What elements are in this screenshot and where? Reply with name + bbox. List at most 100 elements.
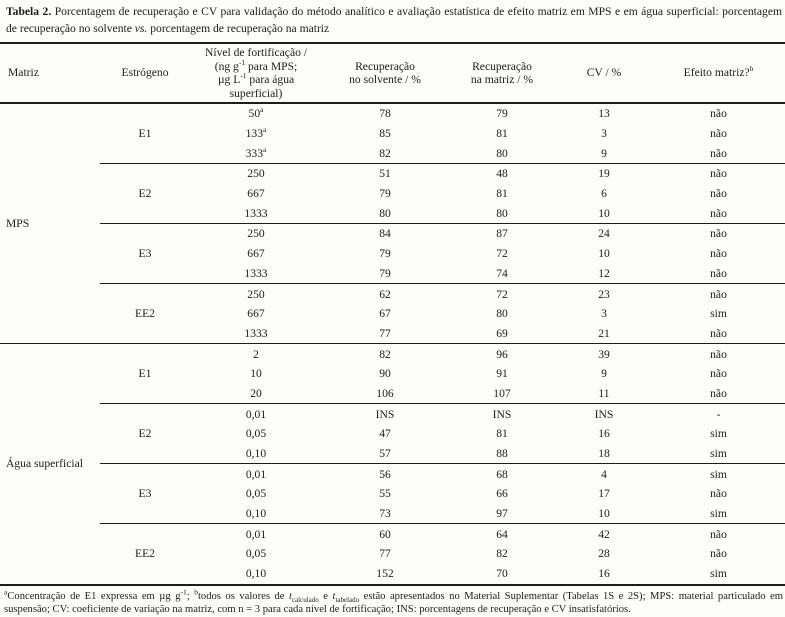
table-caption: Tabela 2. Porcentagem de recuperação e C… (0, 3, 785, 37)
cell-fortification-level: 0,05 (245, 487, 267, 501)
cell-matrix-effect: não (710, 187, 727, 201)
cell-recovery-solvent: 85 (379, 127, 391, 141)
cell-matrix-effect: não (652, 223, 785, 244)
table-row: 0,05 55 66 17 não (0, 484, 785, 504)
cell-matrix-effect: sim (710, 507, 727, 521)
cell-recovery-matrix: 88 (496, 447, 508, 461)
estrogen-label: EE2 (100, 283, 190, 344)
cell-matrix-effect: sim (710, 427, 727, 441)
cell-cv: 16 (598, 427, 610, 441)
cell-recovery-matrix: 48 (448, 163, 556, 184)
table-row: 1333 79 74 12 não (0, 264, 785, 284)
footnote-t-calculated: t (288, 590, 292, 602)
cell-fortification-level: 10 (250, 367, 262, 381)
table-row: 667 79 81 6 não (0, 184, 785, 204)
table-row: MPS E1 50a 78 79 13 não (0, 103, 785, 230)
cell-recovery-matrix: 81 (496, 427, 508, 441)
cell-fortification-level: 667 (247, 247, 265, 261)
cell-recovery-solvent: 82 (379, 146, 391, 160)
cell-recovery-solvent: 60 (322, 523, 448, 545)
cell-recovery-matrix: 79 (496, 107, 508, 121)
cell-matrix-effect: não (710, 326, 727, 340)
cell-matrix-effect: não (652, 343, 785, 364)
cell-recovery-matrix: 72 (496, 247, 508, 261)
cell-fortification-level: 1333 (244, 206, 268, 220)
table-row: Água superficial E1 2 82 96 39 não (0, 343, 785, 585)
cell-cv: 10 (598, 507, 610, 521)
cell-recovery-solvent: 106 (376, 386, 394, 400)
cell-recovery-solvent: 47 (379, 427, 391, 441)
cell-recovery-solvent: 152 (376, 567, 394, 581)
col-header-fortification-level: Nível de fortificação / (ng g-1 para MPS;… (190, 43, 322, 104)
level-header-line3-sup: -1 (240, 71, 247, 81)
caption-text-after-vs: porcentagem de recuperação na matriz (147, 22, 330, 35)
cell-fortification-level: 667 (247, 187, 265, 201)
col-header-recovery-solvent: Recuperação no solvente / % (322, 43, 448, 104)
cell-recovery-solvent: 73 (379, 507, 391, 521)
cell-recovery-solvent: 56 (322, 463, 448, 485)
cell-recovery-solvent: 79 (379, 266, 391, 280)
cell-recovery-solvent: 55 (379, 487, 391, 501)
footnote-t-tabulated: t (332, 590, 336, 602)
table-row: E2 250 51 48 19 não (0, 163, 785, 224)
cell-matrix-effect: sim (710, 447, 727, 461)
table-row: E3 0,01 56 68 4 sim (0, 463, 785, 524)
level-header-line2: (ng g (214, 59, 239, 73)
cell-cv: 42 (556, 523, 652, 545)
cell-cv: 28 (598, 547, 610, 561)
table-row: E3 250 84 87 24 não (0, 223, 785, 284)
table-row: 667 67 80 3 sim (0, 304, 785, 324)
cell-cv: 21 (598, 326, 610, 340)
cell-matrix-effect: não (710, 247, 727, 261)
cell-fortification-level: 133a (245, 125, 267, 141)
cell-matrix-effect: não (710, 367, 727, 381)
cell-fortification-level: 250 (190, 283, 322, 304)
table-row: 0,10 73 97 10 sim (0, 504, 785, 524)
cell-cv: 10 (598, 206, 610, 220)
estrogen-label: EE2 (100, 523, 190, 585)
cell-recovery-matrix: 87 (448, 223, 556, 244)
table-row: 667 79 72 10 não (0, 244, 785, 264)
footnote-part1: Concentração de E1 expressa em µg g (7, 590, 181, 602)
footnote-sub-calculated: calculado (291, 595, 319, 604)
recovery-matrix-line2: na matriz / % (470, 73, 534, 86)
cell-fortification-level: 333a (245, 144, 267, 160)
cell-matrix-effect: não (710, 206, 727, 220)
cell-cv: 13 (598, 107, 610, 121)
table-row: 1333 80 80 10 não (0, 203, 785, 223)
cell-recovery-solvent: 51 (322, 163, 448, 184)
matrix-effect-label: Efeito matriz? (683, 66, 750, 80)
cell-cv: 23 (556, 283, 652, 304)
cell-recovery-matrix: 80 (496, 146, 508, 160)
col-header-recovery-matrix: Recuperação na matriz / % (448, 43, 556, 104)
table-row: 0,10 57 88 18 sim (0, 444, 785, 464)
cell-cv: 17 (598, 487, 610, 501)
level-header-line2-post: para MPS; (245, 59, 298, 73)
estrogen-label: E2 (100, 403, 190, 464)
cell-fortification-level: 2 (190, 343, 322, 364)
cell-matrix-effect: não (710, 146, 727, 160)
cell-recovery-matrix: 107 (493, 386, 511, 400)
table-row: EE2 250 62 72 23 não (0, 283, 785, 344)
caption-text-before-vs: Porcentagem de recuperação e CV para val… (6, 5, 783, 35)
caption-table-number: Tabela 2. (6, 5, 52, 18)
cell-recovery-matrix: 69 (496, 326, 508, 340)
cell-recovery-solvent: 84 (322, 223, 448, 244)
estrogen-label: E1 (138, 127, 152, 141)
cell-fortification-level: 0,10 (245, 567, 267, 581)
cell-cv: 4 (556, 463, 652, 485)
cell-recovery-matrix: 81 (496, 187, 508, 201)
cell-recovery-solvent: INS (322, 403, 448, 424)
cell-recovery-matrix: 72 (448, 283, 556, 304)
cell-recovery-matrix: 68 (448, 463, 556, 485)
table-header: Matriz Estrógeno Nível de fortificação /… (0, 43, 785, 104)
level-footnote-marker: a (263, 125, 267, 135)
cell-fortification-level: 0,01 (190, 403, 322, 424)
table-body: MPS E1 50a 78 79 13 não 133a 85 81 3 não 333a 82 80 9 nã… (0, 103, 785, 585)
cell-cv: 6 (601, 187, 607, 201)
recovery-solvent-line2: no solvente / % (349, 73, 421, 86)
matrix-label: Água superficial (0, 343, 100, 585)
cell-cv: 12 (598, 266, 610, 280)
cell-matrix-effect: não (652, 163, 785, 184)
cell-recovery-matrix: 82 (496, 547, 508, 561)
